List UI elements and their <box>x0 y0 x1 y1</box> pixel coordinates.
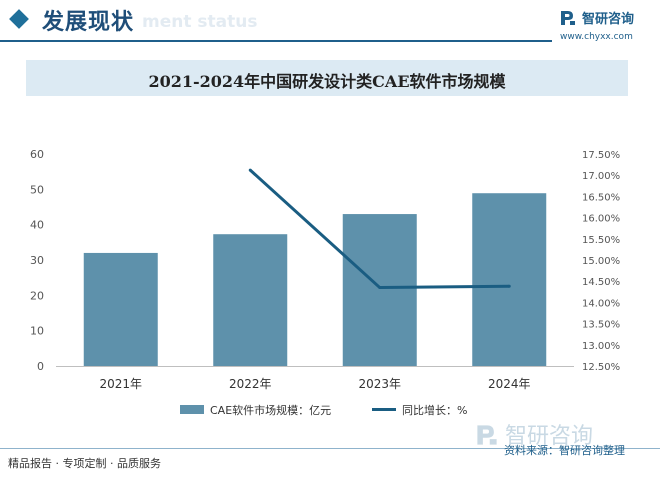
y-left-tick-label: 50 <box>30 183 44 196</box>
diamond-icon <box>9 9 29 29</box>
y-right-tick-label: 14.50% <box>582 277 620 288</box>
legend: CAE软件市场规模：亿元 同比增长：% <box>180 403 467 417</box>
line-point <box>248 168 252 172</box>
line-point <box>378 286 382 290</box>
y-right-tick-label: 13.50% <box>582 320 620 331</box>
footer-divider <box>0 448 660 449</box>
x-tick-label: 2022年 <box>229 377 272 391</box>
y-right-tick-label: 12.50% <box>582 362 620 373</box>
y-right-tick-label: 17.00% <box>582 171 620 182</box>
y-left-tick-label: 0 <box>37 360 44 373</box>
y-left-tick-label: 40 <box>30 219 44 232</box>
footer-tagline: 精品报告 · 专项定制 · 品质服务 <box>8 457 161 470</box>
source-logo-icon <box>477 425 497 445</box>
y-right-tick-label: 16.00% <box>582 214 620 225</box>
legend-bar-label: CAE软件市场规模：亿元 <box>210 403 331 417</box>
bar <box>342 214 417 366</box>
brand-url: www.chyxx.com <box>560 32 633 42</box>
chart-title-band: 2021-2024年中国研发设计类CAE软件市场规模 <box>26 60 628 96</box>
section-title: 发展现状 <box>42 10 135 35</box>
y-right-tick-label: 16.50% <box>582 192 620 203</box>
brand-name: 智研咨询 <box>582 12 635 27</box>
brand-logo-icon <box>561 11 575 25</box>
section-subtitle: ment status <box>142 12 258 32</box>
x-tick-label: 2023年 <box>358 377 401 391</box>
y-left-tick-label: 20 <box>30 289 44 302</box>
header: ment status 发展现状 智研咨询 www.chyxx.com <box>0 0 660 44</box>
y-right-tick-label: 15.00% <box>582 256 620 267</box>
x-tick-label: 2024年 <box>488 377 531 391</box>
bar <box>472 193 547 366</box>
bar <box>83 252 158 366</box>
y-right-tick-label: 14.00% <box>582 298 620 309</box>
line-point <box>507 284 511 288</box>
y-right-tick-label: 17.50% <box>582 150 620 161</box>
legend-bar-swatch <box>180 405 204 414</box>
header-divider <box>0 40 552 42</box>
y-right-tick-label: 13.00% <box>582 341 620 352</box>
y-left-tick-label: 30 <box>30 254 44 267</box>
legend-line-label: 同比增长：% <box>402 403 467 417</box>
y-right-tick-label: 15.50% <box>582 235 620 246</box>
combo-chart: 0 10 20 30 40 50 60 12.50% 13.00% 13.50% 14.00% 14.… <box>30 148 620 417</box>
bar <box>213 234 288 366</box>
source-brand: 智研咨询 <box>505 424 594 449</box>
x-tick-label: 2021年 <box>99 377 142 391</box>
source-text: 资料来源：智研咨询整理 <box>504 444 625 457</box>
y-left-tick-label: 60 <box>30 148 44 161</box>
y-left-tick-label: 10 <box>30 325 44 338</box>
chart-title: 2021-2024年中国研发设计类CAE软件市场规模 <box>148 72 506 91</box>
